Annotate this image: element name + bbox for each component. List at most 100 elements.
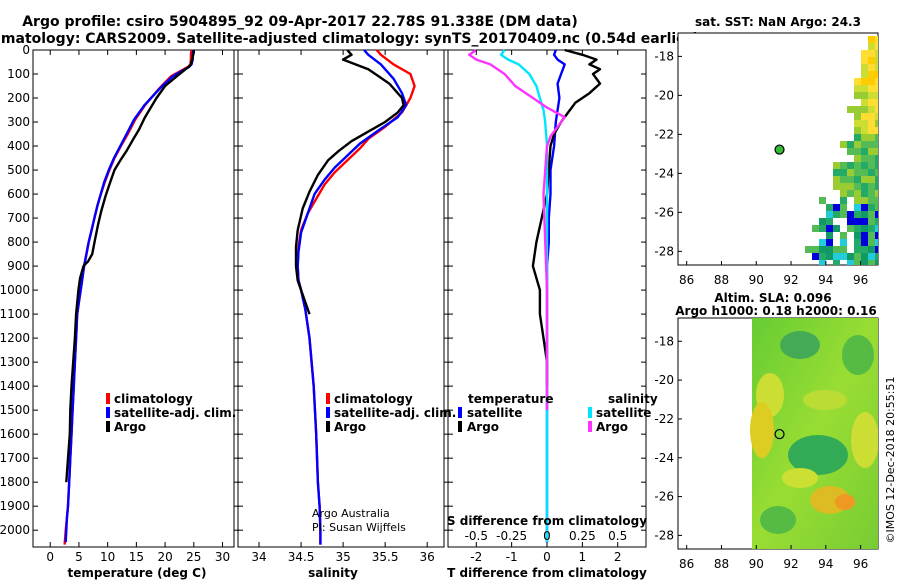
sst-cell (868, 211, 875, 218)
sst-cells (805, 36, 878, 265)
s-difference-label: S difference from climatology (447, 514, 647, 528)
map-y-tick-label: -22 (654, 127, 674, 141)
x-tick-label: -1 (506, 550, 518, 564)
difference-xlabel: T difference from climatology (447, 566, 647, 580)
sst-cell (875, 120, 878, 127)
s-diff-tick-label: 0.25 (569, 529, 596, 543)
sst-cell (861, 204, 868, 211)
sla-blob (803, 390, 847, 410)
annotation-pi: PI: Susan Wijffels (312, 521, 406, 534)
sst-cell (833, 169, 840, 176)
sla-blob (842, 335, 874, 375)
sst-cell (868, 162, 875, 169)
sst-cell (847, 176, 854, 183)
series-line-satellite-adj-clim- (64, 49, 195, 543)
map-y-tick-label: -18 (654, 334, 674, 348)
depth-tick-label: 400 (7, 139, 30, 153)
sst-cell (861, 141, 868, 148)
sst-cell (854, 106, 861, 113)
depth-tick-label: 1500 (0, 403, 30, 417)
sst-cell (861, 50, 868, 57)
sst-cell (854, 246, 861, 253)
legend-argo-s: Argo (596, 420, 628, 434)
sst-cell (868, 197, 875, 204)
sst-cell (819, 218, 826, 225)
map-y-tick-label: -28 (654, 528, 674, 542)
x-tick-label: 20 (157, 550, 172, 564)
sst-cell (875, 218, 878, 225)
sst-cell (875, 190, 878, 197)
sst-cell (875, 71, 878, 78)
sst-map-title: sat. SST: NaN Argo: 24.3 (695, 15, 861, 29)
sst-cell (861, 148, 868, 155)
map-y-tick-label: -24 (654, 451, 674, 465)
sla-blob (835, 494, 855, 510)
sst-cell (854, 260, 861, 265)
depth-tick-label: 2000 (0, 523, 30, 537)
sst-cell (868, 71, 875, 78)
annotation-argo-australia: Argo Australia (312, 507, 390, 520)
sst-cell (875, 225, 878, 232)
sla-blob (780, 331, 820, 359)
legend-swatch-satellite-s (588, 407, 592, 418)
sst-cell (875, 99, 878, 106)
sla-blob (782, 468, 818, 488)
depth-tick-label: 0 (22, 43, 30, 57)
sst-cell (868, 113, 875, 120)
map-x-tick-label: 94 (818, 273, 833, 287)
s-diff-tick-label: 0.5 (608, 529, 627, 543)
depth-axis: 0 100 200 300 400 500 600 700 800 900 1000 1100 1200… (0, 43, 646, 537)
sst-cell (861, 78, 868, 85)
sst-cell (875, 134, 878, 141)
sst-cell (861, 253, 868, 260)
legend-satellite-s: satellite (596, 406, 651, 420)
sst-cell (854, 190, 861, 197)
sst-cell (868, 176, 875, 183)
map-x-tick-label: 90 (749, 557, 764, 571)
sst-cell (854, 176, 861, 183)
map-x-tick-label: 86 (679, 273, 694, 287)
depth-tick-label: 900 (7, 259, 30, 273)
s-diff-tick-label: 0 (543, 529, 551, 543)
sst-cell (868, 239, 875, 246)
sst-cell (840, 204, 847, 211)
legend-swatch-argo-s (588, 421, 592, 432)
sst-cell (868, 106, 875, 113)
sst-cell (826, 204, 833, 211)
sst-cell (819, 246, 826, 253)
x-tick-label: 35.5 (372, 550, 399, 564)
sst-cell (819, 239, 826, 246)
sst-cell (868, 36, 875, 43)
sst-cell (833, 176, 840, 183)
sst-cell (868, 99, 875, 106)
sst-map-axes: 86 88 90 92 94 96 -18 -20 -22 -24 -26 -28 (654, 49, 868, 287)
sst-cell (868, 120, 875, 127)
x-tick-label: 34 (251, 550, 266, 564)
sst-cell (875, 260, 878, 265)
difference-plot: -2 -1 0 1 2 -0.5 -0.25 0 0.25 0.5 (465, 48, 627, 564)
sst-cell (840, 176, 847, 183)
sla-map-title-1: Altim. SLA: 0.096 (714, 291, 831, 305)
sst-cell (868, 127, 875, 134)
legend-swatch-argo-t (458, 421, 462, 432)
sst-cell (868, 50, 875, 57)
sst-cell (875, 43, 878, 50)
sla-blob (788, 435, 848, 475)
sst-cell (847, 253, 854, 260)
sst-cell (826, 218, 833, 225)
depth-tick-label: 300 (7, 115, 30, 129)
sst-cell (861, 85, 868, 92)
sst-cell (861, 190, 868, 197)
depth-tick-label: 1300 (0, 355, 30, 369)
sst-cell (861, 92, 868, 99)
sst-cell (868, 92, 875, 99)
depth-tick-label: 1000 (0, 283, 30, 297)
sst-cell (868, 169, 875, 176)
x-tick-label: 15 (129, 550, 144, 564)
depth-tick-label: 700 (7, 211, 30, 225)
sst-cell (875, 197, 878, 204)
sst-cell (861, 127, 868, 134)
profile-location-marker (774, 428, 785, 440)
x-tick-label: 30 (215, 550, 230, 564)
map-y-tick-label: -18 (654, 49, 674, 63)
